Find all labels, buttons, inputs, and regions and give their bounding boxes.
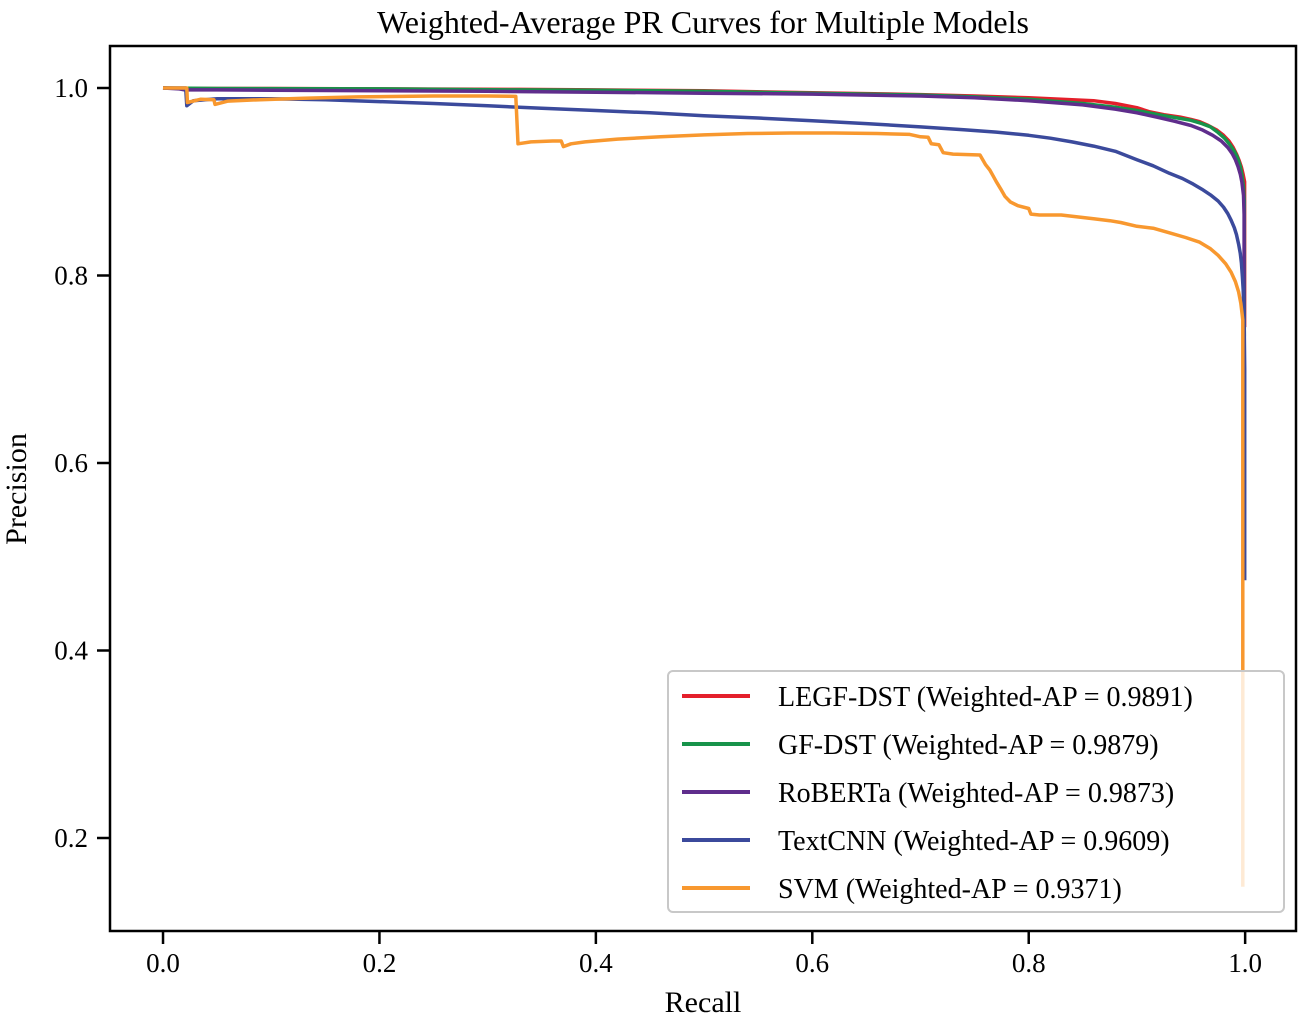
y-tick-label: 0.8 bbox=[54, 261, 88, 291]
legend-label: RoBERTa (Weighted-AP = 0.9873) bbox=[778, 778, 1174, 809]
chart-title: Weighted-Average PR Curves for Multiple … bbox=[377, 4, 1029, 40]
y-axis-label: Precision bbox=[0, 433, 33, 545]
y-tick-label: 0.6 bbox=[54, 448, 88, 478]
x-tick-label: 1.0 bbox=[1228, 948, 1262, 978]
plot-border bbox=[108, 44, 1298, 933]
curve-SVM bbox=[163, 86, 1245, 887]
curve-LEGF-DST bbox=[162, 86, 1247, 328]
x-tick-label: 0.0 bbox=[146, 948, 180, 978]
y-tick-label: 0.4 bbox=[54, 636, 88, 666]
y-tick-label: 0.2 bbox=[54, 823, 88, 853]
x-tick-label: 0.8 bbox=[1012, 948, 1046, 978]
x-tick-label: 0.6 bbox=[795, 948, 829, 978]
curve-GF-DST bbox=[162, 86, 1247, 337]
legend-label: TextCNN (Weighted-AP = 0.9609) bbox=[778, 826, 1170, 857]
legend-label: LEGF-DST (Weighted-AP = 0.9891) bbox=[778, 682, 1193, 713]
y-tick-label: 1.0 bbox=[54, 73, 88, 103]
legend-box bbox=[667, 670, 1285, 913]
legend-label: GF-DST (Weighted-AP = 0.9879) bbox=[778, 730, 1159, 761]
plot-area: 0.0 0.2 0.4 0.6 0.8 1.0 0.2 0.4 0.6 0.8 1.0 LEGF-DS… bbox=[54, 73, 1285, 978]
x-tick-label: 0.2 bbox=[363, 948, 397, 978]
curve-RoBERTa bbox=[162, 86, 1246, 510]
legend-label: SVM (Weighted-AP = 0.9371) bbox=[778, 874, 1122, 905]
x-axis-label: Recall bbox=[665, 986, 742, 1019]
x-tick-label: 0.4 bbox=[579, 948, 613, 978]
curve-TextCNN bbox=[163, 86, 1247, 581]
